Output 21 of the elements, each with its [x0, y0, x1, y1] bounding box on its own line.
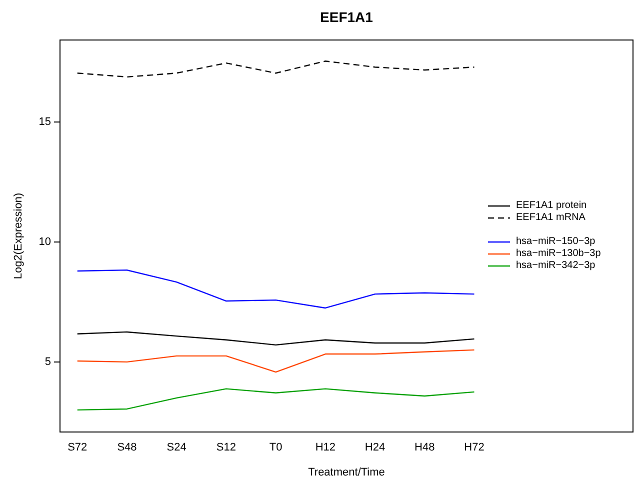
legend-label: hsa−miR−342−3p	[516, 260, 596, 272]
x-tick-label: S48	[117, 442, 137, 454]
y-tick-label: 5	[44, 356, 51, 368]
x-tick-label: H48	[414, 442, 435, 454]
chart-title: EEF1A1	[320, 9, 374, 25]
x-tick-label: S72	[68, 442, 88, 454]
x-tick-label: T0	[269, 442, 282, 454]
x-tick-label: S12	[216, 442, 236, 454]
x-tick-label: H24	[364, 442, 386, 454]
legend-label: hsa−miR−150−3p	[516, 236, 596, 248]
x-tick-label: H12	[315, 442, 336, 454]
x-tick-label: H72	[464, 442, 484, 454]
y-axis-title: Log2(Expression)	[12, 192, 25, 280]
x-tick-label: S24	[166, 442, 186, 454]
legend-label: EEF1A1 protein	[516, 200, 587, 212]
y-tick-label: 10	[38, 236, 51, 248]
line-series	[76, 60, 475, 78]
legend-label: hsa−miR−130b−3p	[516, 248, 601, 260]
x-axis-title: Treatment/Time	[308, 466, 385, 478]
legend-label: EEF1A1 mRNA	[516, 212, 586, 224]
y-tick-label: 15	[38, 116, 51, 128]
